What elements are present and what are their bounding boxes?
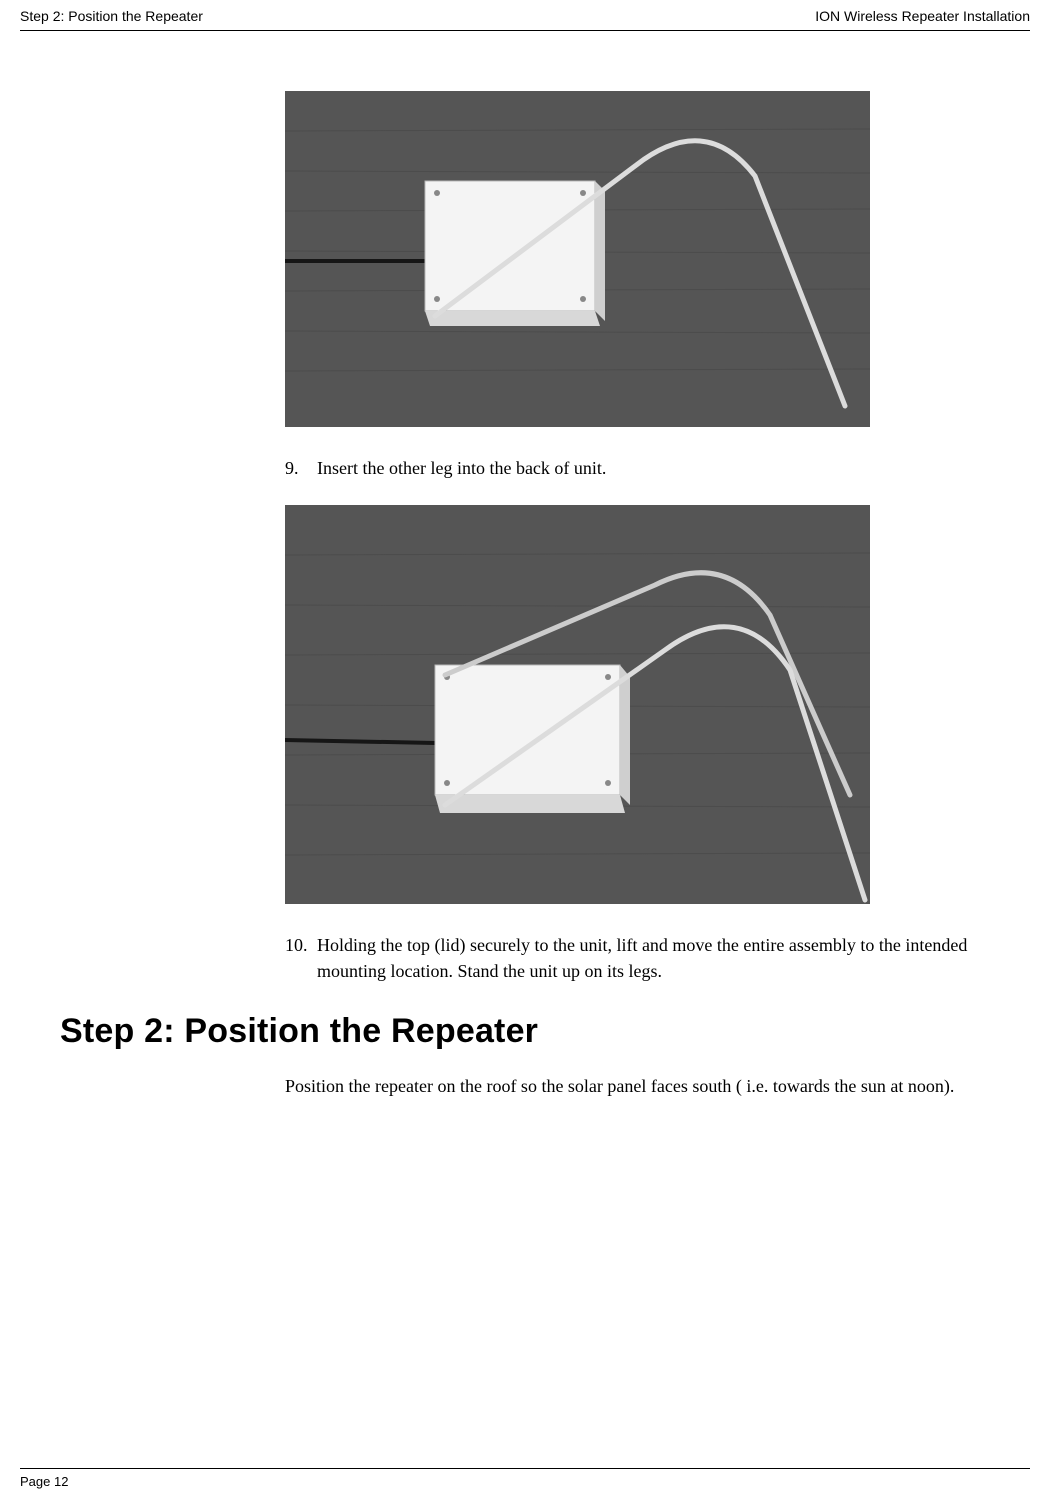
- photo-svg-1: [285, 91, 870, 427]
- figure-2: [285, 505, 990, 904]
- photo-svg-2: [285, 505, 870, 904]
- page-header: Step 2: Position the Repeater ION Wirele…: [0, 0, 1050, 30]
- page-footer: Page 12: [20, 1468, 1030, 1491]
- step-10-text: Holding the top (lid) securely to the un…: [317, 932, 990, 984]
- page-number: Page 12: [20, 1474, 68, 1489]
- step-9-number: 9.: [285, 455, 317, 481]
- photo-repeater-one-leg: [285, 91, 870, 427]
- header-left: Step 2: Position the Repeater: [20, 8, 203, 24]
- header-right: ION Wireless Repeater Installation: [815, 8, 1030, 24]
- section-body: Position the repeater on the roof so the…: [285, 1073, 990, 1099]
- photo-repeater-two-legs: [285, 505, 870, 904]
- step-9-text: Insert the other leg into the back of un…: [317, 455, 990, 481]
- step-10-number: 10.: [285, 932, 317, 984]
- figure-1: [285, 91, 990, 427]
- section-heading-step-2: Step 2: Position the Repeater: [60, 1012, 990, 1051]
- step-9: 9. Insert the other leg into the back of…: [285, 455, 990, 481]
- main-content: 9. Insert the other leg into the back of…: [0, 31, 1050, 1099]
- footer-rule: [20, 1468, 1030, 1469]
- step-10: 10. Holding the top (lid) securely to th…: [285, 932, 990, 984]
